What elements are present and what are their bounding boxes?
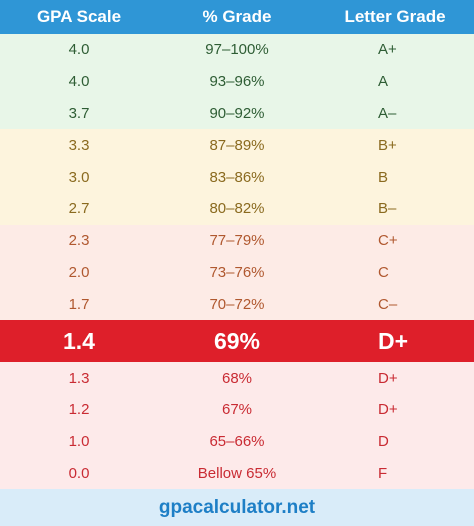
percent-cell: Bellow 65% (197, 464, 277, 482)
letter-cell: A (378, 73, 389, 91)
percent-cell: 65–66% (209, 433, 265, 451)
table-row: 4.0 97–100% A+ (0, 34, 474, 66)
gpa-cell: 3.7 (68, 104, 90, 122)
gpa-cell: 0.0 (68, 464, 90, 482)
percent-cell: 80–82% (209, 200, 265, 218)
gpa-cell: 1.3 (68, 369, 90, 387)
gpa-cell: 1.7 (68, 295, 90, 313)
table-row: 2.7 80–82% B– (0, 192, 474, 225)
percent-cell: 90–92% (209, 104, 265, 122)
gpa-cell: 2.0 (68, 263, 90, 281)
percent-cell: 87–89% (209, 136, 265, 154)
percent-cell: 77–79% (209, 232, 265, 250)
gpa-cell: 2.7 (68, 200, 90, 218)
letter-cell: D+ (378, 369, 398, 387)
table-row: 2.0 73–76% C (0, 256, 474, 289)
gpa-cell: 3.0 (68, 168, 90, 186)
gpa-cell: 4.0 (68, 41, 90, 59)
letter-cell: D+ (378, 401, 398, 419)
table-row: 0.0 Bellow 65% F (0, 457, 474, 490)
table-row: 3.3 87–89% B+ (0, 129, 474, 162)
gpa-cell: 1.2 (68, 401, 90, 419)
letter-cell: D (378, 433, 389, 451)
letter-cell: C+ (378, 232, 398, 250)
header-letter-grade: Letter Grade (344, 7, 446, 26)
letter-cell: F (378, 464, 388, 482)
table-row: 3.7 90–92% A– (0, 97, 474, 130)
table-row: 3.0 83–86% B (0, 161, 474, 193)
header-percent-grade: % Grade (202, 7, 272, 26)
table-row: 4.0 93–96% A (0, 65, 474, 98)
letter-cell: D+ (378, 327, 409, 354)
table-row: 1.0 65–66% D (0, 425, 474, 458)
gpa-cell: 4.0 (68, 73, 90, 91)
table-row: 1.2 67% D+ (0, 393, 474, 426)
letter-cell: B+ (378, 136, 397, 154)
percent-cell: 97–100% (205, 41, 269, 59)
gpa-cell: 1.4 (63, 327, 95, 354)
table-row: 1.3 68% D+ (0, 362, 474, 394)
table-body: 4.0 97–100% A+ 4.0 93–96% A 3.7 90–92% A– 3.3 87–8… (0, 34, 474, 490)
percent-cell: 70–72% (209, 295, 265, 313)
letter-cell: A+ (378, 41, 397, 59)
header-gpa-scale: GPA Scale (36, 7, 122, 26)
table-header: GPA Scale % Grade Letter Grade (0, 0, 474, 34)
percent-cell: 69% (213, 327, 261, 354)
letter-cell: C– (378, 295, 398, 313)
letter-cell: B (378, 168, 389, 186)
letter-cell: B– (378, 200, 397, 218)
gpa-cell: 3.3 (68, 136, 90, 154)
site-footer: gpacalculator.net (0, 489, 474, 526)
letter-cell: A– (378, 104, 397, 122)
percent-cell: 68% (221, 369, 253, 387)
percent-cell: 93–96% (209, 73, 265, 91)
percent-cell: 67% (221, 401, 253, 419)
table-row: 2.3 77–79% C+ (0, 224, 474, 257)
gpa-cell: 1.0 (68, 433, 90, 451)
gpa-cell: 2.3 (68, 232, 90, 250)
percent-cell: 73–76% (209, 263, 265, 281)
percent-cell: 83–86% (209, 168, 265, 186)
table-row-highlighted: 1.4 69% D+ (0, 320, 474, 363)
table-row: 1.7 70–72% C– (0, 288, 474, 321)
letter-cell: C (378, 263, 389, 281)
